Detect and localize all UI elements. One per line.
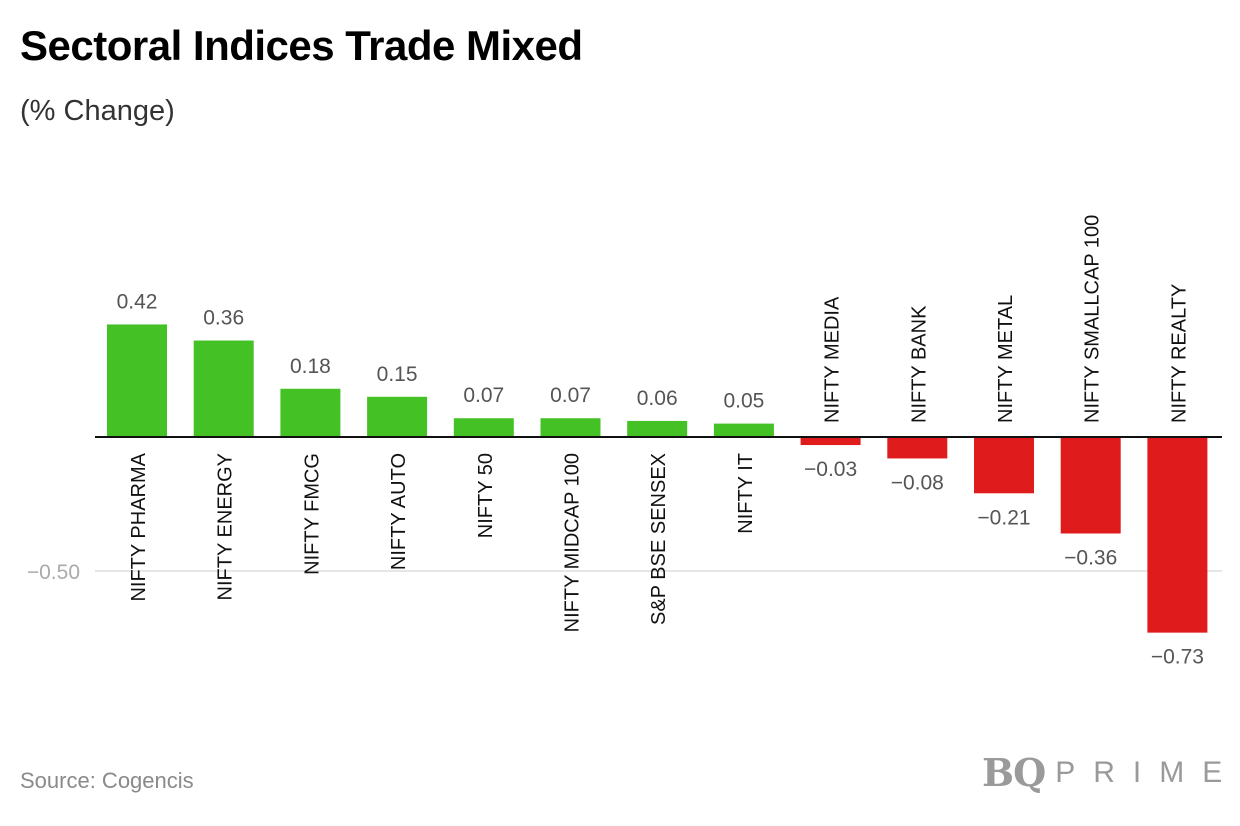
- category-label: NIFTY MEDIA: [822, 296, 844, 423]
- data-label: 0.36: [203, 307, 244, 330]
- category-label: NIFTY IT: [735, 453, 757, 534]
- data-label: 0.18: [290, 355, 331, 378]
- data-label: −0.08: [891, 471, 944, 494]
- category-label: NIFTY SMALLCAP 100: [1082, 215, 1104, 423]
- bar: [800, 437, 861, 446]
- category-label: NIFTY REALTY: [1168, 284, 1190, 423]
- category-label: NIFTY AUTO: [388, 453, 410, 570]
- bar: [627, 420, 688, 437]
- bar: [540, 418, 601, 437]
- category-label: NIFTY METAL: [995, 295, 1017, 423]
- bar: [974, 437, 1034, 494]
- bar: [193, 340, 254, 437]
- source-note: Source: Cogencis: [20, 768, 194, 793]
- bar: [1147, 437, 1208, 633]
- bar: [280, 388, 341, 437]
- data-label: 0.06: [637, 387, 678, 410]
- bar: [367, 396, 428, 437]
- data-label: 0.07: [463, 384, 504, 407]
- bar: [713, 423, 774, 437]
- brand-mark: BQ: [982, 750, 1046, 795]
- data-label: −0.21: [977, 506, 1030, 529]
- brand-logo: BQ PRIME: [982, 750, 1240, 795]
- data-label: 0.05: [723, 390, 764, 413]
- data-label: −0.73: [1151, 646, 1204, 669]
- bar: [453, 418, 514, 437]
- data-label: 0.15: [377, 363, 418, 386]
- data-label: −0.03: [804, 458, 857, 481]
- category-label: NIFTY MIDCAP 100: [562, 453, 584, 632]
- brand-word: PRIME: [1055, 756, 1240, 789]
- y-tick-label: −0.50: [27, 561, 80, 584]
- bar: [107, 324, 167, 437]
- category-label: S&P BSE SENSEX: [648, 453, 670, 625]
- chart-subtitle: (% Change): [20, 95, 175, 127]
- category-label: NIFTY 50: [475, 453, 497, 538]
- category-label: NIFTY BANK: [908, 305, 930, 423]
- category-label: NIFTY PHARMA: [128, 452, 150, 601]
- category-label: NIFTY ENERGY: [215, 453, 237, 600]
- bar-chart: −0.50 0.42 NIFTY PHARMA 0.36 NIFTY ENERGY 0.1…: [27, 215, 1222, 669]
- category-label: NIFTY FMCG: [301, 453, 323, 575]
- chart-title: Sectoral Indices Trade Mixed: [20, 22, 583, 69]
- data-label: 0.42: [117, 290, 158, 313]
- data-label: −0.36: [1064, 546, 1117, 569]
- data-label: 0.07: [550, 384, 591, 407]
- bar: [887, 437, 948, 459]
- bar: [1060, 437, 1121, 534]
